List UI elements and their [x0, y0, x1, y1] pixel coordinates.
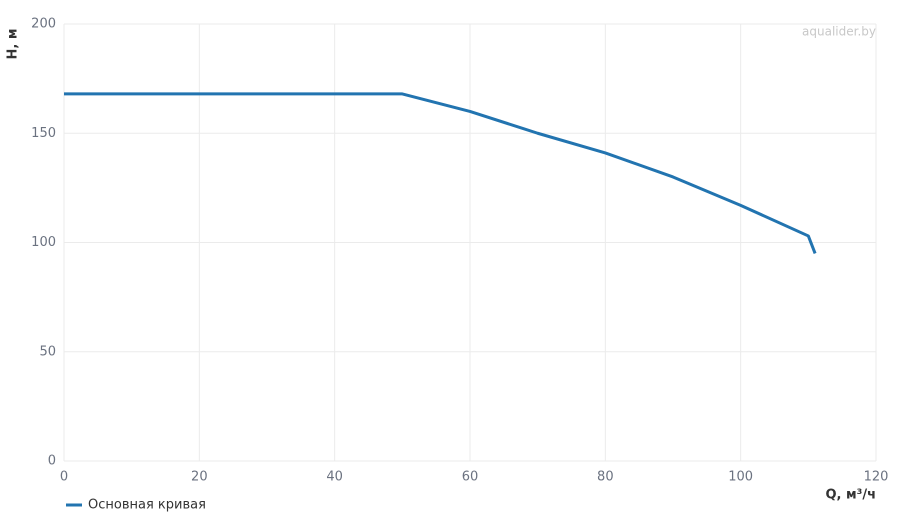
- x-axis-title: Q, м³/ч: [825, 488, 876, 503]
- x-tick-label: 80: [597, 470, 614, 485]
- x-tick-label: 0: [60, 470, 68, 485]
- y-tick-label: 0: [48, 454, 56, 469]
- line: [64, 92, 817, 254]
- watermark: aqualider.by: [802, 25, 876, 39]
- x-tick-label: 20: [191, 470, 208, 485]
- y-axis-title: H, м: [6, 29, 21, 60]
- y-tick-label: 200: [31, 17, 56, 32]
- legend-label: Основная кривая: [88, 498, 206, 513]
- x-tick-label: 100: [728, 470, 753, 485]
- x-tick-label: 60: [462, 470, 479, 485]
- y-tick-label: 100: [31, 235, 56, 250]
- y-tick-label: 50: [39, 344, 56, 359]
- y-tick-label: 150: [31, 126, 56, 141]
- x-tick-label: 40: [326, 470, 343, 485]
- x-tick-label: 120: [864, 470, 889, 485]
